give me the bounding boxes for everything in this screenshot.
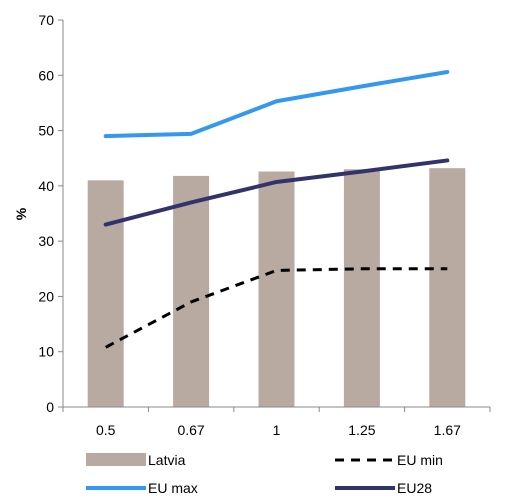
latvia-bar-0.5 (87, 180, 124, 407)
x-tick-label-1.67: 1.67 (434, 422, 461, 438)
eu-max-line (103, 69, 450, 139)
y-tick-label-70: 70 (38, 12, 54, 28)
y-axis-label: % (13, 207, 29, 220)
y-tick-label-0: 0 (46, 399, 54, 415)
y-tick-label-30: 30 (38, 233, 54, 249)
latvia-bar-0.67 (173, 175, 210, 407)
legend-label-eu28: EU28 (397, 480, 432, 496)
legend: Latvia EU min EU max EU28 (86, 452, 443, 496)
x-tick-label-1.25: 1.25 (348, 422, 375, 438)
y-tick-label-40: 40 (38, 178, 54, 194)
x-tick-label-1: 1 (273, 422, 281, 438)
y-ticks: 0 10 20 30 40 50 60 70 (38, 12, 63, 415)
legend-swatch-latvia (86, 453, 146, 466)
legend-label-eu-max: EU max (148, 480, 198, 496)
eu28-line (103, 158, 450, 227)
y-tick-label-20: 20 (38, 288, 54, 304)
latvia-bar-1.67 (429, 168, 466, 407)
legend-label-latvia: Latvia (148, 452, 186, 468)
x-tick-label-0.67: 0.67 (177, 422, 204, 438)
x-ticks: 0.5 0.67 1 1.25 1.67 (62, 407, 491, 438)
y-tick-label-10: 10 (38, 344, 54, 360)
eu-min-line (104, 267, 448, 349)
x-tick-label-0.5: 0.5 (96, 422, 116, 438)
latvia-bar-1.25 (343, 169, 380, 407)
plot-area (87, 69, 466, 407)
legend-label-eu-min: EU min (397, 452, 443, 468)
y-tick-label-60: 60 (38, 67, 54, 83)
axes: % (13, 20, 490, 408)
y-tick-label-50: 50 (38, 123, 54, 139)
latvia-bar-1 (258, 171, 295, 407)
